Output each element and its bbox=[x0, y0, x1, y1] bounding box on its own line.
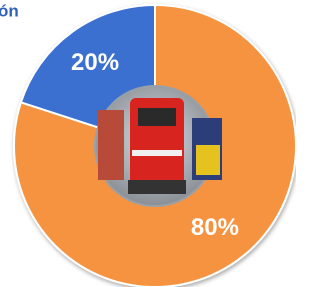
chart-title: ón bbox=[0, 1, 19, 20]
value-label: 80% bbox=[191, 214, 239, 241]
chart: ón 20% 80% bbox=[0, 0, 296, 287]
value-label: 20% bbox=[71, 49, 119, 76]
